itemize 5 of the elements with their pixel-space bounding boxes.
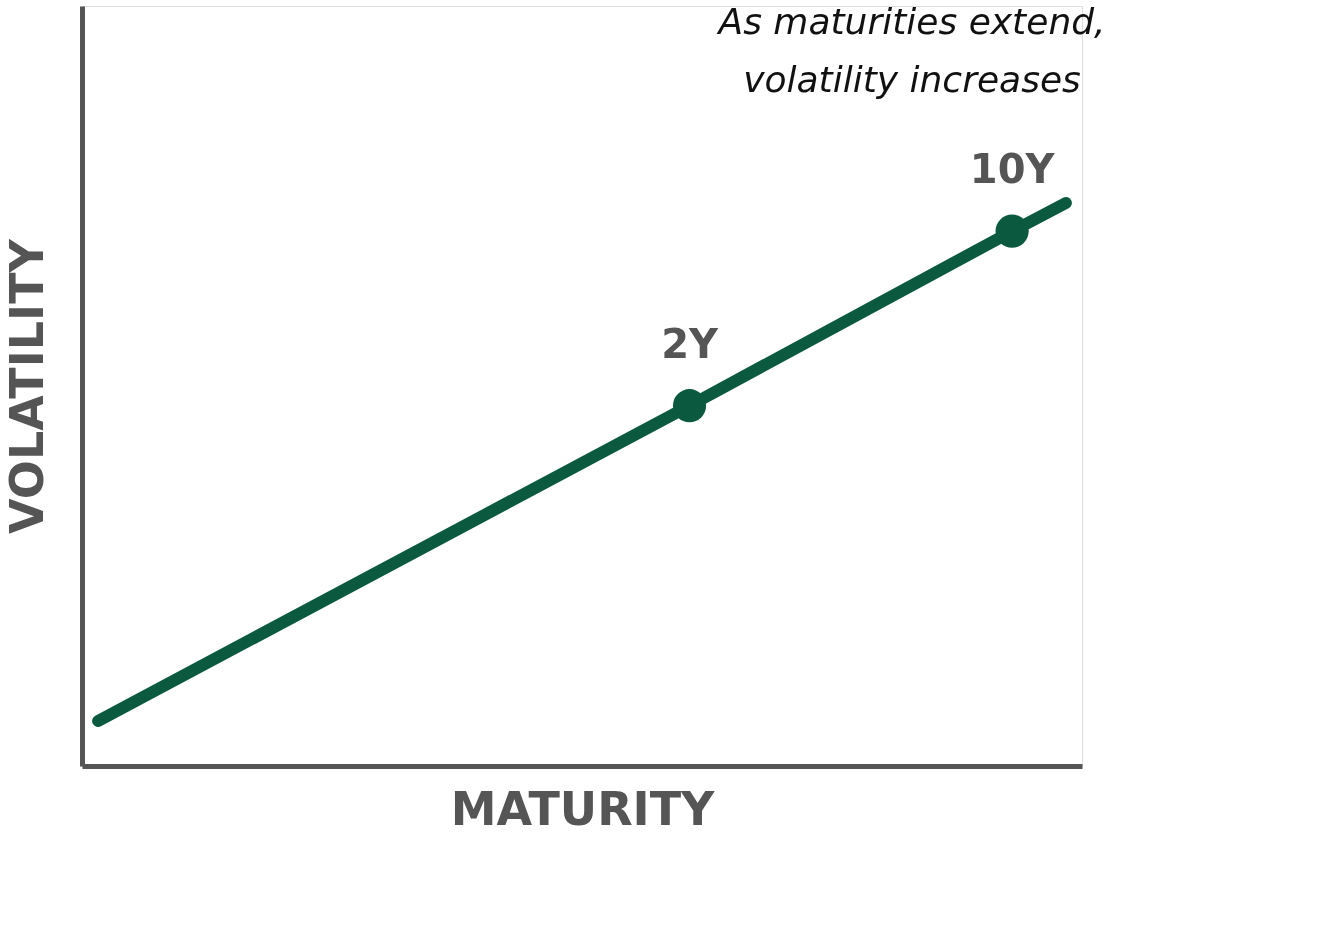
annotation: 2Y xyxy=(661,320,719,367)
x-axis-title: MATURITY xyxy=(450,781,716,836)
y-axis-title: VOLATILITY xyxy=(0,238,54,534)
annotation: 10Y xyxy=(969,146,1056,193)
text: As maturities extend, volatility increases xyxy=(716,1,1106,100)
